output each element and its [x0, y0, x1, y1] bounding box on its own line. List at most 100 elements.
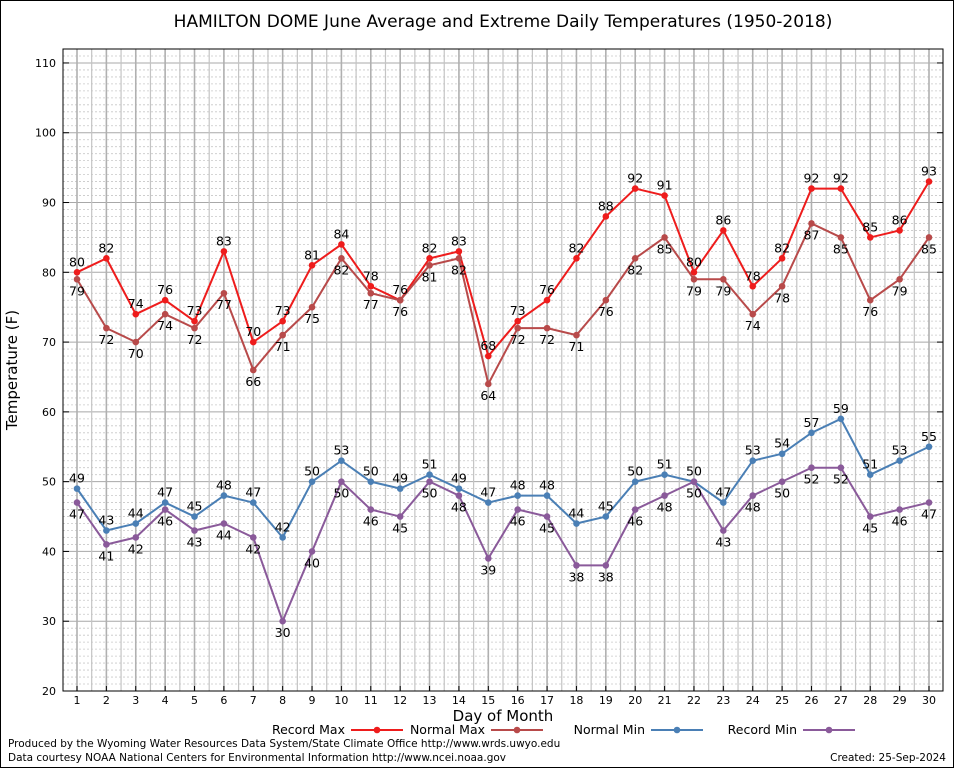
record-min-data-label: 50: [333, 486, 349, 501]
y-tick-label: 40: [42, 545, 56, 558]
normal-max-point: [220, 289, 228, 297]
record-max-data-label: 83: [451, 233, 467, 248]
x-tick-label: 14: [452, 694, 466, 707]
normal-max-point: [573, 331, 580, 339]
normal-min-data-label: 59: [833, 401, 849, 416]
normal-max-data-label: 85: [833, 241, 849, 256]
x-tick-label: 16: [511, 694, 525, 707]
record-max-data-label: 73: [510, 303, 526, 318]
record-min-point: [837, 464, 845, 471]
record-max-data-label: 82: [422, 240, 438, 255]
normal-max-data-label: 72: [98, 332, 114, 347]
record-min-data-label: 39: [480, 562, 496, 577]
normal-max-data-label: 79: [69, 283, 85, 298]
normal-min-data-label: 48: [539, 478, 555, 493]
normal-min-point: [191, 513, 198, 520]
normal-max-point: [631, 255, 639, 262]
x-tick-label: 20: [628, 694, 642, 707]
normal-max-data-label: 78: [774, 290, 790, 305]
record-max-data-label: 93: [921, 164, 937, 179]
normal-min-point: [338, 457, 345, 465]
record-min-data-label: 42: [245, 541, 261, 556]
record-max-data-label: 91: [657, 178, 673, 193]
record-min-point: [925, 499, 933, 506]
normal-max-data-label: 81: [422, 269, 438, 284]
normal-max-point: [808, 220, 815, 227]
normal-max-data-label: 66: [245, 374, 261, 389]
normal-min-point: [720, 499, 727, 506]
x-tick-label: 9: [309, 694, 316, 707]
record-min-data-label: 46: [363, 514, 379, 529]
normal-min-point: [132, 520, 140, 527]
record-min-point: [749, 492, 757, 499]
record-min-point: [866, 513, 874, 520]
record-max-point: [191, 317, 198, 325]
normal-max-data-label: 76: [862, 304, 878, 319]
x-tick-label: 26: [804, 694, 818, 707]
record-min-point: [808, 464, 815, 471]
record-min-data-label: 47: [921, 507, 937, 522]
normal-min-data-label: 48: [216, 478, 232, 493]
normal-max-data-label: 79: [686, 283, 702, 298]
normal-max-point: [690, 275, 698, 283]
y-tick-label: 60: [42, 406, 56, 419]
x-tick-label: 10: [334, 694, 348, 707]
normal-max-data-label: 82: [627, 262, 643, 277]
legend-marker-normal-max: [513, 726, 521, 734]
record-min-data-label: 50: [422, 486, 438, 501]
normal-min-point: [573, 520, 580, 527]
record-max-data-label: 81: [304, 247, 320, 262]
x-tick-label: 23: [716, 694, 730, 707]
normal-min-data-label: 47: [715, 485, 731, 500]
record-max-data-label: 92: [804, 171, 820, 186]
record-min-data-label: 41: [98, 548, 114, 563]
normal-min-data-label: 49: [392, 471, 408, 486]
normal-min-point: [455, 485, 463, 492]
normal-min-data-label: 42: [275, 519, 291, 534]
record-max-point: [132, 310, 140, 318]
record-max-point: [808, 185, 815, 192]
x-tick-label: 6: [220, 694, 227, 707]
footer-produced-by: Produced by the Wyoming Water Resources …: [8, 738, 561, 750]
normal-max-data-label: 72: [510, 332, 526, 347]
normal-max-point: [338, 255, 345, 262]
x-tick-label: 7: [250, 694, 257, 707]
record-min-point: [661, 492, 668, 499]
normal-max-data-label: 77: [216, 297, 232, 312]
normal-min-point: [396, 485, 404, 492]
record-min-point: [103, 541, 110, 548]
record-min-point: [279, 617, 286, 625]
x-tick-label: 19: [599, 694, 613, 707]
x-tick-label: 30: [922, 694, 936, 707]
y-tick-label: 20: [42, 685, 56, 698]
record-max-point: [631, 185, 639, 192]
x-tick-label: 2: [103, 694, 110, 707]
x-tick-label: 13: [423, 694, 437, 707]
x-tick-label: 21: [658, 694, 672, 707]
normal-min-point: [161, 499, 169, 506]
record-min-point: [191, 527, 198, 534]
record-min-data-label: 43: [715, 535, 731, 550]
normal-min-point: [837, 415, 845, 423]
record-min-point: [690, 478, 698, 485]
record-min-point: [396, 513, 404, 520]
normal-max-point: [132, 338, 140, 346]
normal-min-data-label: 47: [245, 485, 261, 500]
normal-min-data-label: 55: [921, 429, 937, 444]
record-max-point: [778, 255, 786, 262]
record-min-data-label: 30: [275, 625, 291, 640]
record-max-point: [749, 282, 757, 290]
legend-label-record-max: Record Max: [272, 722, 345, 737]
normal-max-line: [76, 222, 930, 387]
normal-max-data-label: 72: [187, 332, 203, 347]
record-min-data-label: 46: [510, 514, 526, 529]
normal-min-point: [925, 443, 933, 451]
normal-min-point: [749, 457, 757, 465]
normal-max-data-label: 77: [363, 297, 379, 312]
normal-min-point: [602, 513, 610, 520]
record-max-point: [426, 255, 433, 262]
normal-max-point: [191, 324, 198, 332]
x-tick-label: 15: [481, 694, 495, 707]
